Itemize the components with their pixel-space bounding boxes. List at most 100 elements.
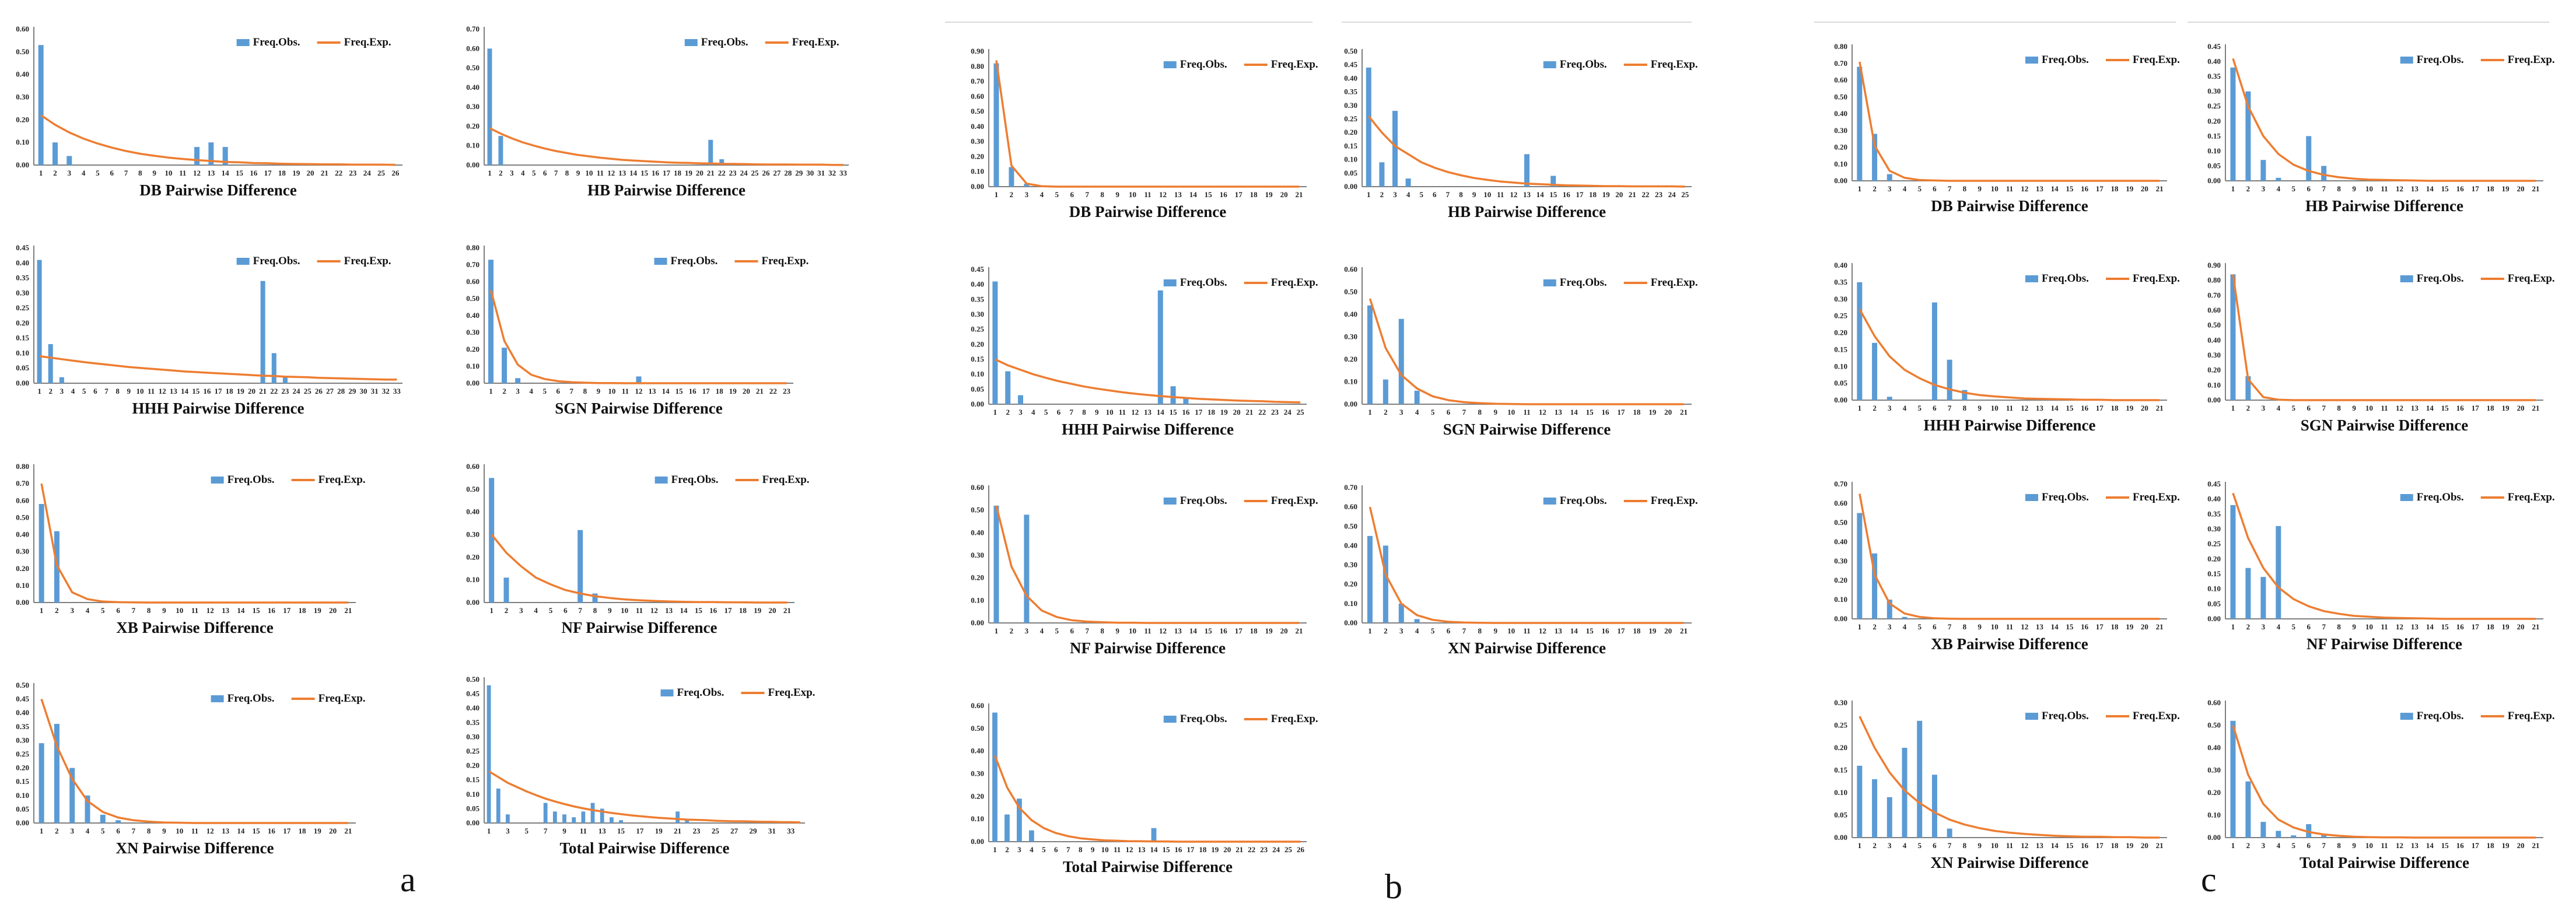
x-tick-label: 20 [2517, 404, 2525, 412]
legend: Freq.Obs. Freq.Exp. [1163, 713, 1318, 725]
legend: Freq.Obs. Freq.Exp. [1543, 58, 1698, 71]
y-tick-label: 0.35 [466, 718, 480, 727]
y-tick-label: 0.00 [2207, 395, 2221, 404]
x-tick-label: 6 [93, 387, 97, 395]
chart-c6: 0.00 0.05 0.10 0.15 0.20 0.25 0.30 0.35 0.40 0.45… [2207, 479, 2554, 653]
y-tick-label: 0.05 [971, 384, 984, 393]
x-tick-label: 7 [2322, 404, 2326, 412]
x-tick-label: 29 [348, 387, 356, 395]
x-tick-label: 16 [1220, 626, 1228, 635]
y-tick-label: 0.10 [2207, 146, 2221, 155]
y-tick-label: 0.50 [466, 64, 480, 72]
bar-obs [600, 808, 604, 823]
legend-obs-swatch [1163, 498, 1177, 505]
x-tick-label: 20 [1233, 408, 1241, 416]
x-tick-label: 24 [363, 169, 372, 177]
bar-obs [54, 724, 60, 823]
bar-obs [1183, 398, 1189, 404]
y-tick-label: 0.40 [2207, 743, 2221, 752]
x-tick-label: 11 [2006, 622, 2013, 631]
bar-obs [2260, 160, 2266, 181]
x-tick-label: 6 [116, 606, 120, 615]
bar-obs [1931, 775, 1937, 838]
x-tick-label: 3 [506, 827, 510, 835]
x-tick-label: 1 [1368, 626, 1372, 635]
x-tick-label: 9 [162, 606, 166, 615]
x-tick-label: 16 [250, 169, 258, 177]
x-tick-label: 12 [2021, 184, 2028, 193]
legend-exp-label: Freq.Exp. [344, 255, 391, 267]
x-tick-label: 20 [1280, 190, 1288, 199]
x-tick-label: 21 [707, 169, 715, 177]
x-tick-label: 21 [2156, 622, 2164, 631]
bar-obs [1367, 305, 1373, 404]
x-tick-label: 8 [2337, 622, 2341, 631]
x-tick-label: 10 [1129, 190, 1136, 199]
x-tick-label: 12 [1539, 408, 1546, 416]
x-tick-label: 15 [676, 387, 684, 395]
x-tick-label: 14 [1570, 408, 1578, 416]
x-tick-label: 7 [1948, 622, 1952, 631]
x-tick-label: 14 [1150, 845, 1158, 854]
bar-obs [1857, 282, 1863, 400]
x-tick-label: 8 [147, 827, 151, 835]
x-tick-label: 4 [86, 827, 90, 835]
y-tick-label: 0.45 [2207, 42, 2221, 51]
line-exp [995, 505, 1299, 624]
y-tick-label: 0.00 [16, 598, 29, 607]
x-tick-label: 1 [995, 190, 999, 199]
x-tick-label: 17 [724, 606, 733, 615]
x-tick-label: 20 [2517, 184, 2525, 193]
bar-obs [194, 146, 200, 165]
x-tick-label: 13 [2036, 404, 2044, 412]
x-tick-label: 6 [1070, 626, 1074, 635]
bar-obs [1857, 66, 1863, 181]
bar-obs [609, 817, 614, 823]
x-tick-label: 19 [1265, 626, 1273, 635]
y-tick-label: 0.20 [1834, 143, 1847, 152]
x-tick-label: 17 [2096, 841, 2104, 850]
x-tick-label: 16 [1174, 845, 1182, 854]
x-tick-label: 2 [1010, 626, 1014, 635]
x-tick-label: 1 [2231, 404, 2235, 412]
x-tick-label: 11 [148, 387, 155, 395]
y-tick-label: 0.60 [971, 701, 984, 710]
x-axis-label: HB Pairwise Difference [1448, 203, 1606, 220]
legend-obs-label: Freq.Obs. [1180, 58, 1227, 71]
y-tick-label: 0.40 [2207, 495, 2221, 503]
x-tick-label: 32 [828, 169, 836, 177]
x-tick-label: 2 [1384, 626, 1388, 635]
x-tick-label: 16 [689, 387, 697, 395]
bar-obs [66, 156, 72, 165]
x-tick-label: 9 [562, 827, 566, 835]
bar-obs [1887, 600, 1892, 619]
x-tick-label: 18 [299, 827, 307, 835]
bar-obs [676, 811, 680, 823]
x-tick-label: 12 [2396, 404, 2403, 412]
y-tick-label: 0.50 [16, 47, 29, 56]
x-tick-label: 3 [70, 827, 74, 835]
y-tick-label: 0.35 [16, 274, 29, 282]
y-tick-label: 0.10 [16, 581, 29, 590]
y-tick-label: 0.40 [1344, 73, 1357, 82]
x-tick-label: 25 [304, 387, 312, 395]
y-tick-label: 0.30 [466, 328, 480, 337]
legend-exp-label: Freq.Exp. [762, 255, 809, 267]
bar-obs [59, 377, 64, 383]
panel-label-c: c [2201, 860, 2217, 899]
x-tick-label: 10 [2365, 622, 2373, 631]
x-tick-label: 6 [2306, 622, 2311, 631]
y-tick-label: 0.45 [2207, 479, 2221, 488]
x-tick-label: 11 [636, 606, 643, 615]
x-tick-label: 7 [570, 387, 574, 395]
x-tick-label: 17 [2472, 622, 2480, 631]
x-tick-label: 12 [1510, 190, 1517, 199]
x-tick-label: 9 [162, 827, 166, 835]
bar-obs [992, 712, 998, 842]
chart-b4: 0.000.100.200.300.400.500.601 2 3 4 5 6 7 8 9 10 1… [1344, 265, 1698, 438]
y-tick-label: 0.30 [16, 736, 29, 744]
legend-obs-swatch [2025, 713, 2038, 720]
x-tick-label: 8 [1082, 408, 1086, 416]
bar-obs [1382, 545, 1388, 623]
x-tick-label: 31 [371, 387, 379, 395]
